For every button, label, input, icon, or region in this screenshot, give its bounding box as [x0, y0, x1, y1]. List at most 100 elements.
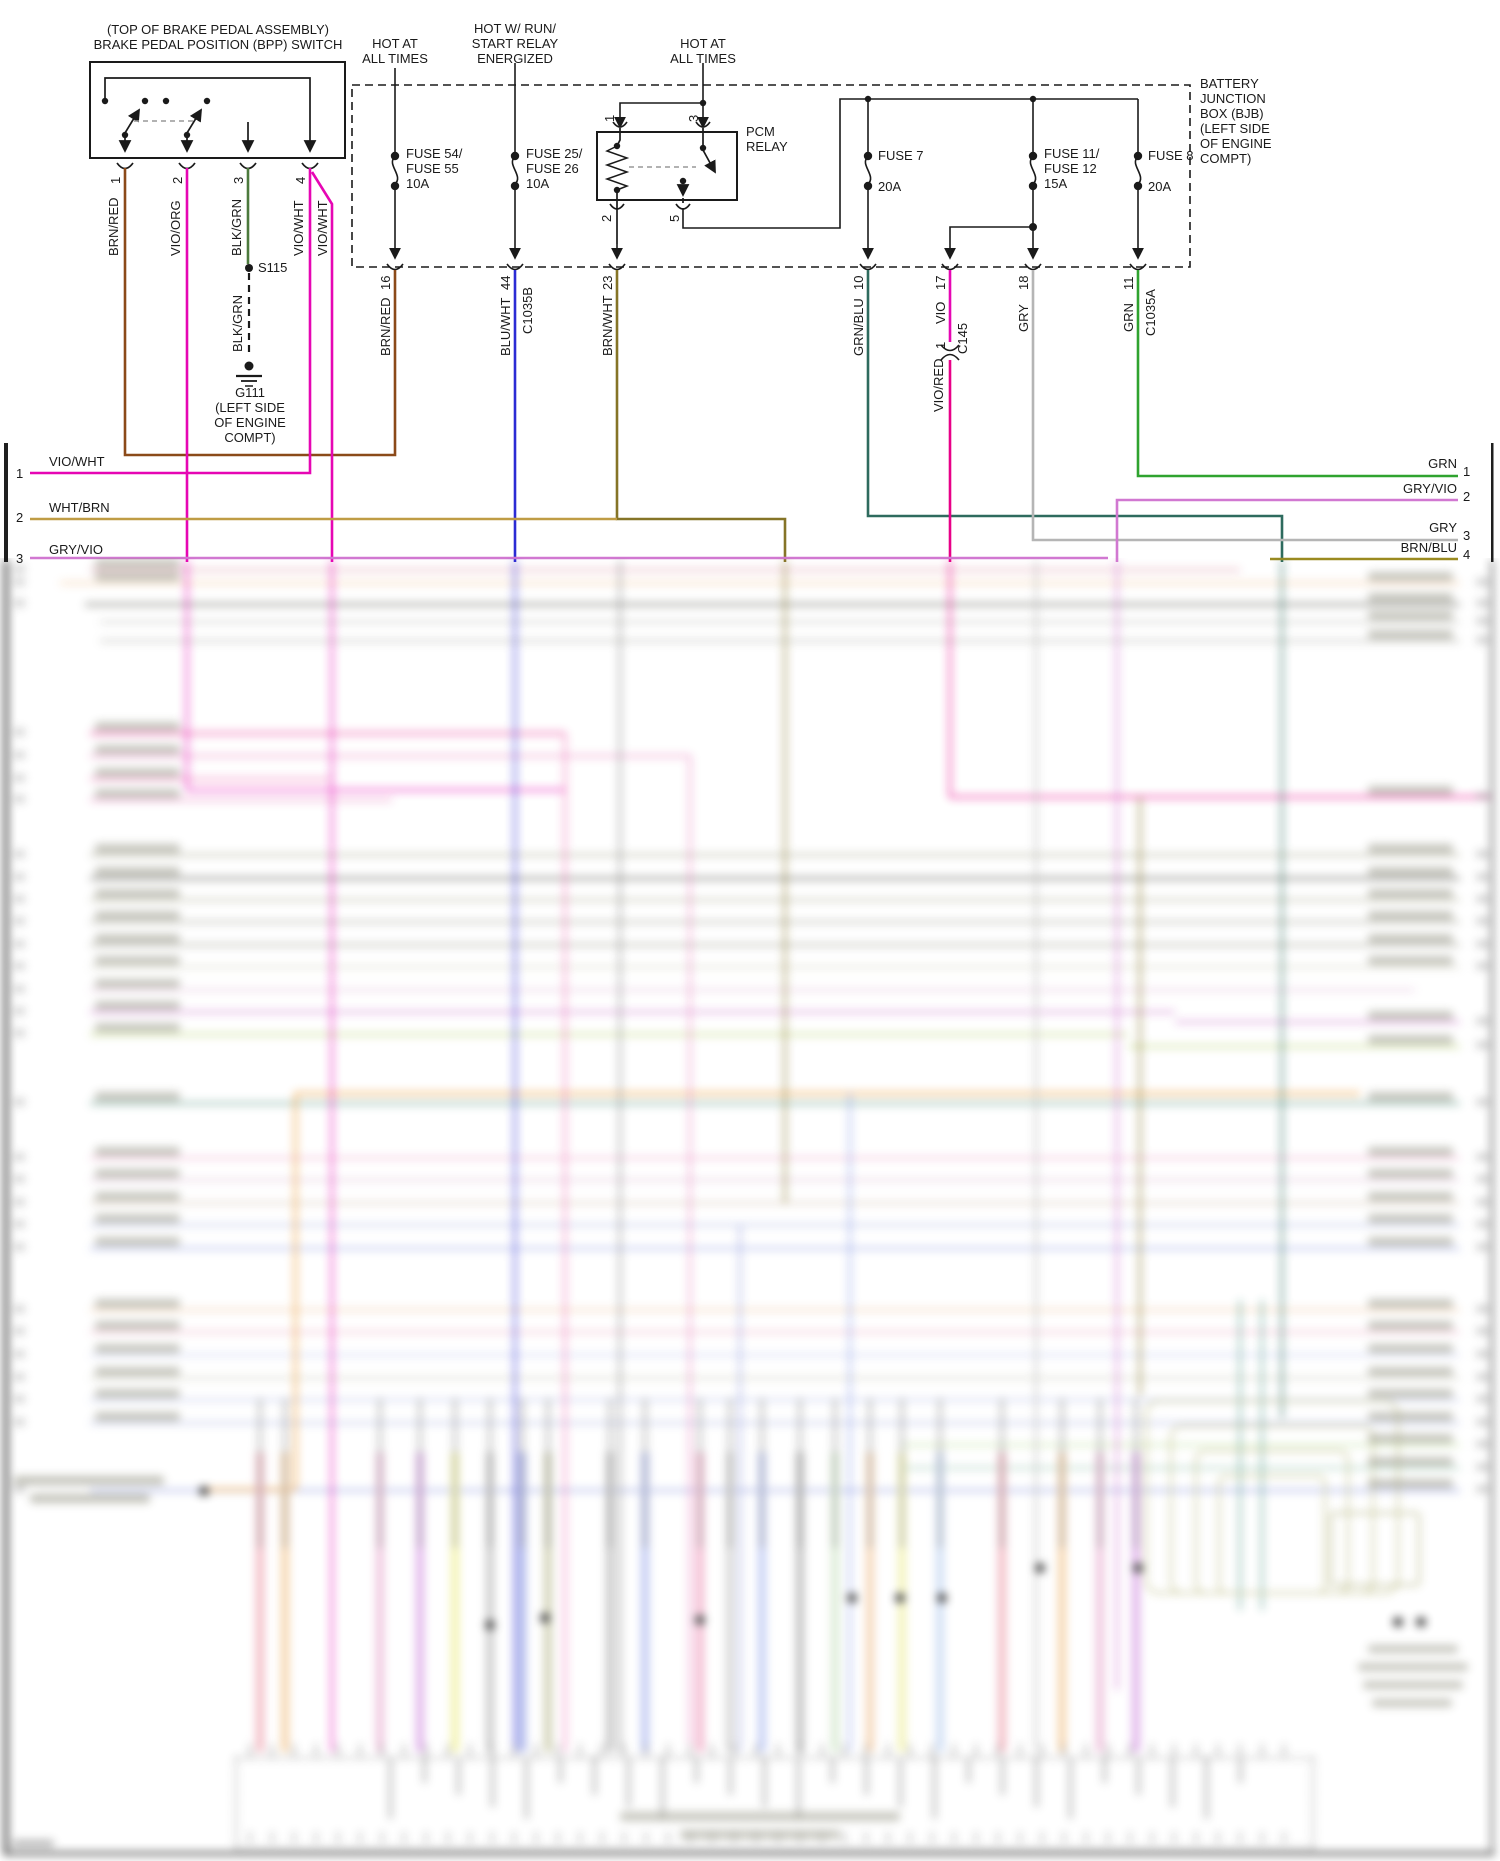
blur-blob [14, 1220, 25, 1228]
blur-vline [1132, 1452, 1140, 1752]
blur-blob [1368, 1457, 1453, 1466]
fuse-25-26-label: FUSE 25/ FUSE 26 10A [526, 146, 583, 191]
ground-symbol [236, 361, 262, 387]
blur-blob [1476, 636, 1489, 644]
blur-vline [359, 1832, 361, 1843]
blur-hline [900, 1443, 1460, 1447]
blur-blob [14, 1007, 25, 1015]
blur-blob [14, 940, 25, 948]
blur-vline [490, 1757, 494, 1807]
blur-vline [403, 1744, 405, 1757]
left-row2-wire: WHT/BRN [49, 500, 110, 515]
blur-vline [518, 1452, 526, 1752]
blur-vline [711, 1744, 713, 1757]
wire-label-vio-red: VIO/RED [931, 358, 946, 412]
blur-blob [95, 1344, 180, 1353]
blur-blob [1368, 1321, 1453, 1330]
blur-blob [1476, 599, 1489, 607]
blur-vline [281, 1452, 289, 1752]
blur-hline [4, 1851, 1494, 1855]
blur-vline [1085, 1744, 1087, 1757]
wires [30, 168, 1458, 562]
blur-blob [1368, 1092, 1453, 1101]
blur-blob [1368, 630, 1453, 639]
blur-blob [14, 1198, 25, 1206]
blur-vline [359, 1744, 361, 1757]
blur-hline [90, 943, 1460, 947]
blur-hline [100, 620, 1460, 624]
blur-vline [491, 1744, 493, 1757]
blur-blob [1476, 1243, 1489, 1251]
blur-blob [14, 599, 25, 607]
blur-vline [948, 560, 952, 797]
blur-vline [623, 1832, 625, 1843]
blur-hline [90, 1246, 1460, 1250]
blur-vline [1170, 1757, 1174, 1807]
blur-hline [90, 1101, 1460, 1105]
wire-gry [1031, 270, 1458, 542]
bjb-box [351, 63, 1191, 268]
blur-dot [1133, 1563, 1143, 1573]
blur-hline [85, 602, 1460, 606]
blur-blob [1476, 1440, 1489, 1448]
blur-blob [95, 844, 180, 853]
blur-blob [1368, 1192, 1453, 1201]
blur-vline [249, 1832, 251, 1843]
blur-blob [1476, 792, 1489, 800]
blur-vline [618, 560, 622, 1752]
page-border-left [4, 443, 8, 562]
blur-box [1330, 1512, 1420, 1586]
blur-vline [1260, 1300, 1264, 1610]
blur-vline [1115, 560, 1119, 1690]
blur-blob [1476, 578, 1489, 586]
blur-hline [90, 1398, 1460, 1402]
blur-blob [30, 1494, 150, 1503]
bpp-pin2-number: 2 [170, 176, 185, 184]
blur-blob [1000, 1398, 1004, 1548]
blur-blob [608, 1398, 612, 1548]
blur-blob [1368, 1169, 1453, 1178]
blur-blob [14, 728, 25, 736]
blur-hline [90, 1308, 1460, 1312]
blur-vline [623, 1744, 625, 1757]
blur-vline [1107, 1832, 1109, 1843]
blur-vline [1019, 1832, 1021, 1843]
blur-dot [895, 1593, 905, 1603]
blur-blob [1368, 889, 1453, 898]
blur-blob [95, 572, 180, 581]
blur-blob [1368, 1434, 1453, 1443]
blur-hline [90, 898, 1460, 902]
blur-vline [1063, 1832, 1065, 1843]
blur-vline [425, 1744, 427, 1757]
blur-vline [728, 1757, 732, 1795]
out-10-wire: GRN/BLU [851, 298, 866, 356]
blur-blob [1098, 1398, 1102, 1548]
blur-blob [95, 1169, 180, 1178]
blur-vline [1019, 1744, 1021, 1757]
blur-blob [1368, 1011, 1453, 1020]
connector-c145: C145 [955, 322, 970, 354]
blur-blob [95, 1299, 180, 1308]
blur-vline [1261, 1832, 1263, 1843]
blur-blob [760, 1398, 764, 1548]
blur-vline [330, 560, 334, 1752]
blur-vline [1239, 1744, 1241, 1757]
blur-vline [966, 1757, 970, 1783]
blur-blob [14, 1029, 25, 1037]
blur-vline [293, 1744, 295, 1757]
right-row3-wire: GRY [1429, 520, 1457, 535]
connector-c1035a: C1035A [1143, 289, 1158, 336]
power-label-3: HOT AT ALL TIMES [670, 36, 736, 66]
blur-vline [601, 1832, 603, 1843]
blur-vline [447, 1832, 449, 1843]
fuse-8 [1133, 151, 1143, 244]
blur-blob [14, 1485, 25, 1493]
blur-vline [185, 560, 189, 790]
blur-vline [513, 1832, 515, 1843]
blur-vline [909, 1832, 911, 1843]
blur-blob [95, 745, 180, 754]
blur-hline [90, 731, 565, 735]
blur-vline [998, 1452, 1006, 1752]
blur-blob [1368, 1645, 1458, 1653]
blur-vline [865, 1832, 867, 1843]
